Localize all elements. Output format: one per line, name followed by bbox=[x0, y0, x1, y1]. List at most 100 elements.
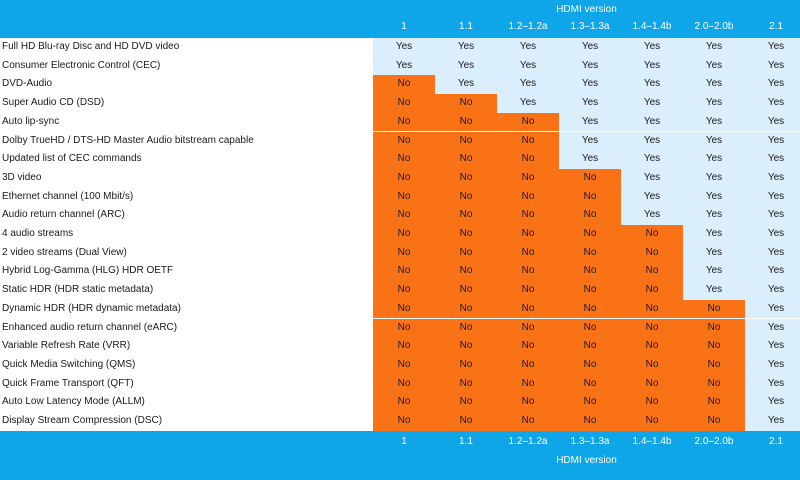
support-cell: No bbox=[373, 112, 435, 132]
support-cell: No bbox=[559, 393, 621, 412]
support-cell: Yes bbox=[621, 112, 683, 132]
support-cell: No bbox=[559, 374, 621, 394]
support-cell: Yes bbox=[745, 318, 800, 338]
table-row: Full HD Blu-ray Disc and HD DVD video Yes… bbox=[0, 38, 800, 57]
support-cell: No bbox=[373, 75, 435, 95]
feature-label: Enhanced audio return channel (eARC) bbox=[2, 321, 178, 333]
support-cell: Yes bbox=[683, 262, 745, 282]
feature-label: Super Audio CD (DSD) bbox=[2, 97, 105, 109]
support-cell: Yes bbox=[745, 355, 800, 375]
support-cell: No bbox=[621, 318, 683, 338]
footer-version-5: 2.0–2.0b bbox=[694, 436, 734, 447]
feature-label: Dynamic HDR (HDR dynamic metadata) bbox=[2, 302, 181, 314]
support-cell: No bbox=[621, 281, 683, 300]
support-cell: Yes bbox=[435, 38, 497, 57]
feature-label: Audio return channel (ARC) bbox=[2, 209, 125, 221]
support-cell: Yes bbox=[683, 112, 745, 132]
support-cell: Yes bbox=[683, 206, 745, 225]
header-title: HDMI version bbox=[556, 4, 617, 15]
support-cell: No bbox=[373, 299, 435, 319]
table-row: Auto Low Latency Mode (ALLM) No No No No No No… bbox=[0, 393, 800, 412]
support-cell: No bbox=[435, 355, 497, 375]
footer-version-4: 1.4–1.4b bbox=[632, 436, 672, 447]
support-cell: Yes bbox=[497, 56, 559, 76]
support-cell: No bbox=[373, 187, 435, 207]
support-cell: No bbox=[435, 281, 497, 300]
header-version-4: 1.4–1.4b bbox=[632, 21, 672, 32]
support-cell: No bbox=[621, 393, 683, 412]
support-cell: No bbox=[373, 337, 435, 356]
table-row: Variable Refresh Rate (VRR) No No No No No No Y… bbox=[0, 337, 800, 356]
support-cell: No bbox=[435, 337, 497, 356]
support-cell: No bbox=[435, 131, 497, 151]
support-cell: Yes bbox=[683, 94, 745, 113]
support-cell: Yes bbox=[745, 412, 800, 431]
support-cell: Yes bbox=[621, 38, 683, 57]
support-cell: No bbox=[559, 225, 621, 244]
support-cell: Yes bbox=[683, 168, 745, 188]
footer-version-2: 1.2–1.2a bbox=[508, 436, 548, 447]
support-cell: Yes bbox=[373, 38, 435, 57]
table-row: Quick Media Switching (QMS) No No No No No No Y… bbox=[0, 355, 800, 375]
support-cell: Yes bbox=[621, 168, 683, 188]
feature-label: Static HDR (HDR static metadata) bbox=[2, 284, 154, 296]
support-cell: No bbox=[497, 243, 559, 263]
support-cell: Yes bbox=[683, 56, 745, 76]
header-version-2: 1.2–1.2a bbox=[508, 21, 548, 32]
support-cell: No bbox=[621, 243, 683, 263]
support-cell: Yes bbox=[745, 187, 800, 207]
table-row: Static HDR (HDR static metadata) No No No No… bbox=[0, 281, 800, 300]
feature-label: Full HD Blu-ray Disc and HD DVD video bbox=[2, 41, 180, 52]
support-cell: No bbox=[497, 337, 559, 356]
support-cell: No bbox=[497, 168, 559, 188]
support-cell: Yes bbox=[683, 131, 745, 151]
support-cell: Yes bbox=[745, 206, 800, 225]
support-cell: No bbox=[683, 412, 745, 431]
support-cell: Yes bbox=[435, 75, 497, 95]
support-cell: Yes bbox=[745, 38, 800, 57]
support-cell: No bbox=[497, 262, 559, 282]
support-cell: Yes bbox=[621, 75, 683, 95]
support-cell: No bbox=[373, 94, 435, 113]
support-cell: No bbox=[373, 281, 435, 300]
support-cell: No bbox=[497, 393, 559, 412]
feature-label: Quick Frame Transport (QFT) bbox=[2, 377, 134, 389]
support-cell: No bbox=[559, 168, 621, 188]
support-cell: No bbox=[435, 112, 497, 132]
support-cell: Yes bbox=[745, 393, 800, 412]
support-cell: Yes bbox=[683, 75, 745, 95]
feature-label: Hybrid Log-Gamma (HLG) HDR OETF bbox=[2, 265, 174, 277]
support-cell: No bbox=[435, 187, 497, 207]
footer-version-1: 1.1 bbox=[459, 436, 473, 447]
footer-title: HDMI version bbox=[556, 455, 617, 466]
table-footer: 1 1.1 1.2–1.2a 1.3–1.3a 1.4–1.4b 2.0–2.0b 2.1 … bbox=[0, 431, 800, 480]
support-cell: No bbox=[435, 150, 497, 169]
support-cell: No bbox=[497, 281, 559, 300]
support-cell: No bbox=[559, 262, 621, 282]
support-cell: Yes bbox=[683, 281, 745, 300]
feature-label: DVD-Audio bbox=[2, 78, 53, 90]
feature-label: Updated list of CEC commands bbox=[2, 153, 142, 165]
support-cell: No bbox=[497, 187, 559, 207]
support-cell: No bbox=[559, 412, 621, 431]
support-cell: Yes bbox=[621, 94, 683, 113]
support-cell: Yes bbox=[745, 262, 800, 282]
support-cell: No bbox=[435, 412, 497, 431]
header-version-6: 2.1 bbox=[769, 21, 783, 32]
support-cell: No bbox=[435, 168, 497, 188]
support-cell: No bbox=[559, 243, 621, 263]
support-cell: No bbox=[497, 131, 559, 151]
support-cell: Yes bbox=[745, 94, 800, 113]
support-cell: No bbox=[621, 262, 683, 282]
support-cell: Yes bbox=[559, 38, 621, 57]
support-cell: No bbox=[497, 225, 559, 244]
support-cell: No bbox=[559, 206, 621, 225]
support-cell: No bbox=[621, 337, 683, 356]
support-cell: Yes bbox=[435, 56, 497, 76]
support-cell: Yes bbox=[745, 225, 800, 244]
support-cell: No bbox=[497, 412, 559, 431]
support-cell: No bbox=[373, 355, 435, 375]
support-cell: No bbox=[559, 299, 621, 319]
support-cell: Yes bbox=[745, 337, 800, 356]
